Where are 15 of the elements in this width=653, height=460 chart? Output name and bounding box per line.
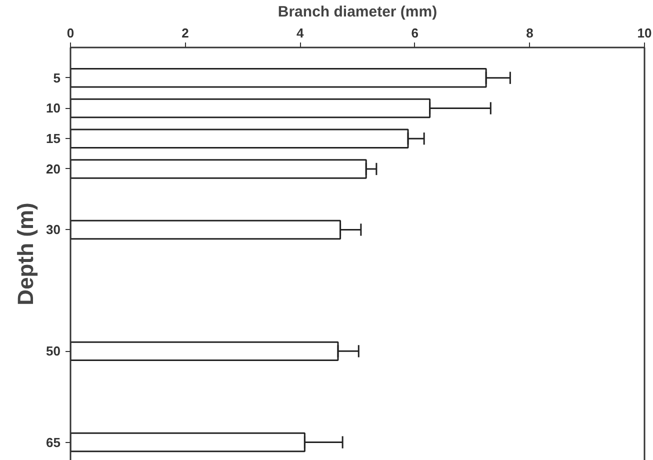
y-tick-label: 10 — [46, 100, 61, 116]
y-axis-title: Depth (m) — [13, 202, 38, 306]
x-tick-label: 6 — [411, 26, 419, 40]
y-tick-label: 20 — [46, 161, 61, 176]
y-tick-label: 15 — [46, 131, 61, 146]
x-tick-label: 0 — [66, 26, 74, 40]
x-tick-label: 10 — [637, 26, 652, 40]
x-tick-label: 8 — [526, 26, 534, 40]
y-tick-label: 65 — [46, 434, 61, 450]
x-tick-label: 4 — [296, 26, 304, 40]
y-tick-label: 30 — [46, 222, 61, 238]
x-tick-label: 2 — [182, 26, 189, 40]
y-tick-label: 50 — [46, 344, 61, 359]
y-tick-label: 5 — [53, 70, 61, 86]
x-axis-title: Branch diameter (mm) — [278, 4, 438, 20]
